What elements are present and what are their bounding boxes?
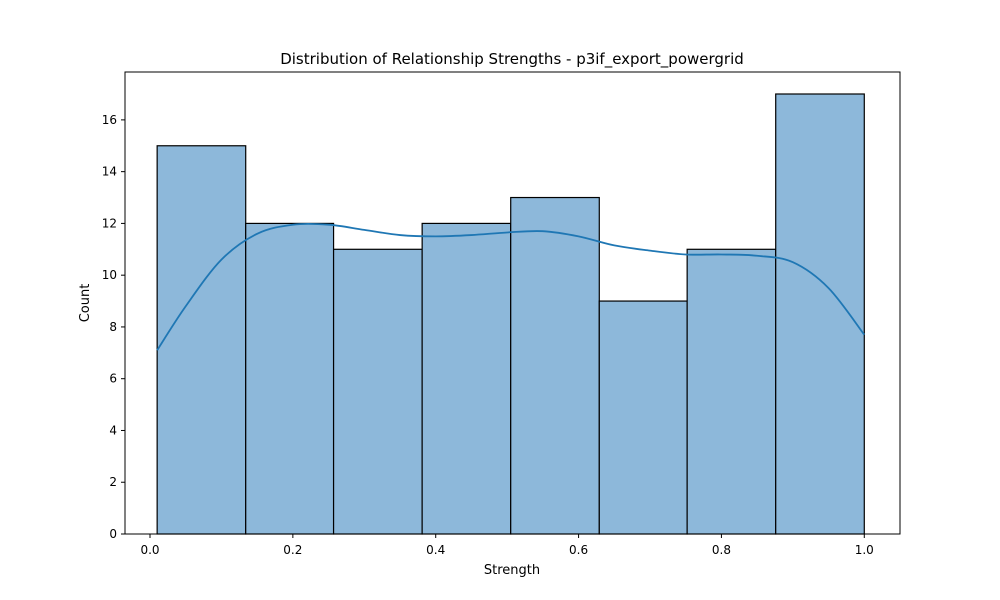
histogram-bar-6 bbox=[598, 300, 688, 535]
histogram-bar-3 bbox=[332, 248, 423, 535]
x-tick-label: 0.0 bbox=[140, 543, 159, 557]
kde-curve-group bbox=[156, 222, 866, 351]
histogram-bars bbox=[156, 93, 865, 535]
plot-frame bbox=[124, 71, 901, 535]
kde-line bbox=[156, 222, 866, 351]
x-axis-label: Strength bbox=[484, 563, 540, 578]
x-tick-label: 0.8 bbox=[712, 543, 731, 557]
x-tick-label: 0.6 bbox=[569, 543, 588, 557]
y-tick-label: 14 bbox=[102, 165, 117, 179]
histogram-bar-1 bbox=[156, 145, 247, 535]
histogram-bar-2 bbox=[245, 222, 335, 535]
y-tick-label: 16 bbox=[102, 113, 117, 127]
y-tick-label: 12 bbox=[102, 216, 117, 230]
x-axis-ticks: 0.0 0.2 0.4 0.6 0.8 1.0 bbox=[140, 534, 874, 557]
histogram-bar-7 bbox=[686, 248, 777, 535]
histogram-bar-8 bbox=[775, 93, 865, 535]
y-axis-ticks: 0 2 4 6 8 10 12 14 16 bbox=[102, 113, 125, 541]
y-tick-label: 10 bbox=[102, 268, 117, 282]
y-tick-label: 8 bbox=[109, 320, 117, 334]
histogram-bar-4 bbox=[421, 222, 512, 535]
y-tick-label: 2 bbox=[109, 475, 117, 489]
y-tick-label: 4 bbox=[109, 423, 117, 437]
y-axis-label: Count bbox=[78, 284, 93, 323]
histogram-bar-5 bbox=[510, 196, 600, 535]
x-tick-label: 0.4 bbox=[426, 543, 445, 557]
chart-title: Distribution of Relationship Strengths -… bbox=[280, 50, 744, 69]
x-tick-label: 0.2 bbox=[283, 543, 302, 557]
y-tick-label: 0 bbox=[109, 527, 117, 541]
x-tick-label: 1.0 bbox=[855, 543, 874, 557]
y-tick-label: 6 bbox=[109, 372, 117, 386]
